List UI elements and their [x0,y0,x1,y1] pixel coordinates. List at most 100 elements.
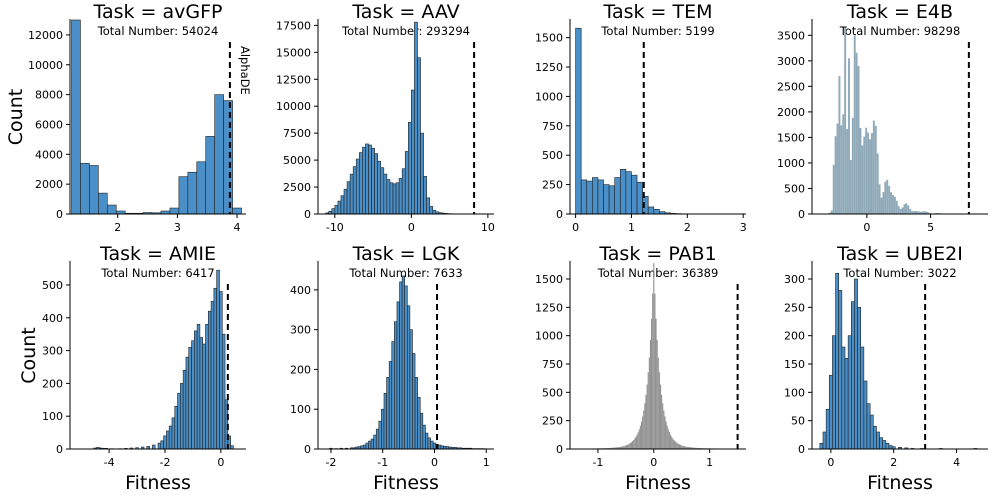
x-tick-label: 1 [628,221,635,234]
x-tick-label: 2 [890,456,897,469]
histogram-bar [187,171,198,215]
x-tick-label: 2 [684,221,691,234]
y-tick-label: 500 [784,182,805,195]
histogram-bar [349,173,354,215]
histogram-bar [922,211,925,214]
histogram-bar [863,380,868,450]
y-tick-label: 6000 [35,118,63,131]
histogram-bar [659,384,662,449]
panel-subtitle: Total Number: 3022 [842,266,956,280]
histogram-bar [653,208,660,215]
histogram-bar [642,416,644,449]
histogram-bar [194,330,198,450]
histogram-bar [643,410,645,449]
histogram-bar [681,445,683,449]
x-tick-label: -1 [377,456,388,469]
histogram-bar [432,442,437,450]
histogram-bar [907,205,910,214]
histogram-bar [885,443,890,450]
histogram-bar [608,185,615,215]
histogram-bar [214,94,224,215]
y-tick-label: 0 [798,443,805,456]
histogram-bar [340,195,345,215]
histogram-bar [365,143,369,215]
histogram-bar [640,421,643,449]
histogram-bar [682,445,684,449]
histogram-bar [359,152,363,215]
histogram-bar [828,375,833,450]
histogram-bar [422,424,426,450]
y-tick-label: 4000 [35,148,63,161]
histogram-bar [414,21,418,215]
histogram-bar [375,428,380,450]
histogram-bar [191,340,195,450]
histogram-bar [838,76,841,214]
histogram-bar [383,392,387,450]
histogram-bar [166,430,170,450]
histogram-bar [580,179,588,215]
x-tick-label: 0 [431,456,438,469]
histogram-bar [636,434,638,449]
histogram-bar [645,394,647,449]
histogram-bar [607,447,609,449]
histogram-bar [618,447,620,449]
histogram-bar [202,343,206,450]
histogram-bar [205,136,215,215]
histogram-bar [625,445,627,449]
y-tick-label: 500 [542,386,563,399]
histogram-bar [924,211,927,214]
histogram-bar [386,377,390,450]
histogram-bar [380,167,385,215]
y-tick-label: 200 [290,363,311,376]
histogram-bar [857,307,862,450]
histogram-bar [869,414,874,450]
histogram-bar [841,346,846,450]
histogram-bar [676,443,678,449]
histogram-bar [609,447,611,449]
panel-subtitle: Total Number: 293294 [341,24,470,38]
x-tick-label: 3 [740,221,747,234]
histogram-bar [417,57,421,215]
bars [586,263,721,449]
histogram-bar [586,180,593,215]
histogram-bar [890,192,893,214]
histogram-bar [657,357,659,449]
histogram-bar [404,285,408,450]
histogram-bar [683,446,685,449]
histogram-bar [406,305,411,450]
histogram-bar [177,392,181,450]
y-tick-label: 1500 [535,32,563,45]
histogram-bar [865,127,868,214]
y-tick-label: 15000 [276,46,311,59]
histogram-bar [638,429,640,449]
histogram-bar [432,209,437,215]
histogram-bar [825,409,830,450]
histogram-bar [893,196,896,214]
x-tick-label: 3 [174,221,181,234]
y-tick-label: 17500 [276,19,311,32]
histogram-bar [834,136,837,214]
histogram-bar [655,318,657,449]
histogram-bar [392,183,397,215]
histogram-bar [685,446,687,449]
histogram-bar [182,369,187,450]
histogram-bar [395,182,400,215]
histogram-bar [846,129,849,214]
histogram-bar [689,447,691,449]
histogram-bar [221,333,226,450]
histogram-bar [611,447,614,449]
histogram-bar [378,420,382,450]
y-tick-label: 1250 [535,61,563,74]
x-tick-label: -2 [159,456,170,469]
x-tick-label: 1 [706,456,713,469]
panel-title: Task = PAB1 [598,243,716,265]
histogram-bar [851,117,854,214]
histogram-bar [647,206,655,215]
histogram-bar [842,114,845,214]
histogram-bar [616,447,618,449]
x-tick-label: 2 [114,221,121,234]
